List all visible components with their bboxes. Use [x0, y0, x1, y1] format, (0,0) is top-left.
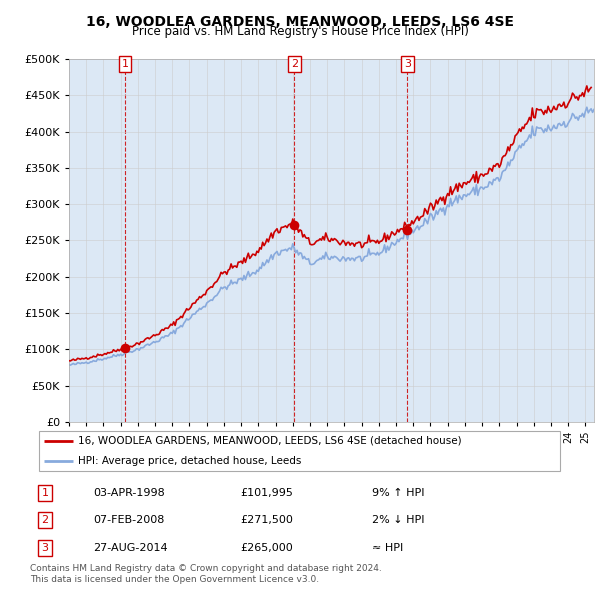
FancyBboxPatch shape: [38, 431, 560, 471]
Text: £265,000: £265,000: [240, 543, 293, 553]
Text: Contains HM Land Registry data © Crown copyright and database right 2024.: Contains HM Land Registry data © Crown c…: [30, 565, 382, 573]
Text: 9% ↑ HPI: 9% ↑ HPI: [372, 488, 425, 497]
Text: 16, WOODLEA GARDENS, MEANWOOD, LEEDS, LS6 4SE: 16, WOODLEA GARDENS, MEANWOOD, LEEDS, LS…: [86, 15, 514, 29]
Text: HPI: Average price, detached house, Leeds: HPI: Average price, detached house, Leed…: [78, 455, 302, 466]
Text: 03-APR-1998: 03-APR-1998: [93, 488, 165, 497]
Text: 2: 2: [291, 59, 298, 69]
Text: £271,500: £271,500: [240, 516, 293, 525]
Text: £101,995: £101,995: [240, 488, 293, 497]
Text: 07-FEB-2008: 07-FEB-2008: [93, 516, 164, 525]
Text: 1: 1: [41, 488, 49, 497]
Text: ≈ HPI: ≈ HPI: [372, 543, 403, 553]
Text: 2% ↓ HPI: 2% ↓ HPI: [372, 516, 425, 525]
Text: 1: 1: [121, 59, 128, 69]
Text: 3: 3: [404, 59, 411, 69]
Text: 27-AUG-2014: 27-AUG-2014: [93, 543, 167, 553]
Text: Price paid vs. HM Land Registry's House Price Index (HPI): Price paid vs. HM Land Registry's House …: [131, 25, 469, 38]
Text: 2: 2: [41, 516, 49, 525]
Text: This data is licensed under the Open Government Licence v3.0.: This data is licensed under the Open Gov…: [30, 575, 319, 584]
Text: 3: 3: [41, 543, 49, 553]
Text: 16, WOODLEA GARDENS, MEANWOOD, LEEDS, LS6 4SE (detached house): 16, WOODLEA GARDENS, MEANWOOD, LEEDS, LS…: [78, 436, 462, 446]
